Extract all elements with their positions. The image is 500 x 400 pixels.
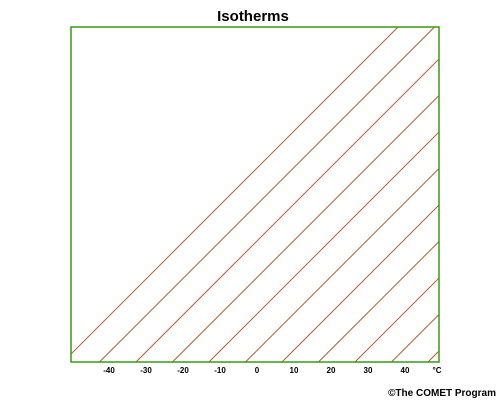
comet-credit: ©The COMET Program [388, 388, 496, 399]
isotherm-line [281, 204, 439, 362]
diagram-title: Isotherms [217, 8, 289, 25]
x-axis-tick-label: 40 [401, 366, 410, 375]
isotherm-line [354, 277, 439, 362]
x-axis-tick-label: 0 [255, 366, 260, 375]
x-axis-tick-label: -10 [214, 366, 226, 375]
x-axis-tick-labels: -40 -30 -20 -10 0 10 20 30 40 [103, 366, 410, 375]
x-axis-tick-label: -20 [177, 366, 189, 375]
isotherm-line [208, 131, 439, 362]
isotherm-line [135, 58, 439, 362]
isotherm-line [245, 167, 439, 362]
isotherm-lines [71, 27, 500, 362]
isotherm-line [318, 240, 439, 362]
x-axis-tick-label: 20 [327, 366, 336, 375]
isotherm-line [71, 27, 399, 355]
isotherm-line [172, 94, 439, 362]
x-axis-unit-label: °C [433, 366, 442, 375]
x-axis-tick-label: 30 [364, 366, 373, 375]
plot-frame [70, 26, 440, 363]
isotherm-line [391, 313, 439, 362]
isotherm-line [99, 27, 435, 362]
x-axis-tick-label: -40 [103, 366, 115, 375]
x-axis-tick-label: -30 [140, 366, 152, 375]
isotherm-line [465, 27, 500, 362]
x-axis-tick-label: 10 [290, 366, 299, 375]
